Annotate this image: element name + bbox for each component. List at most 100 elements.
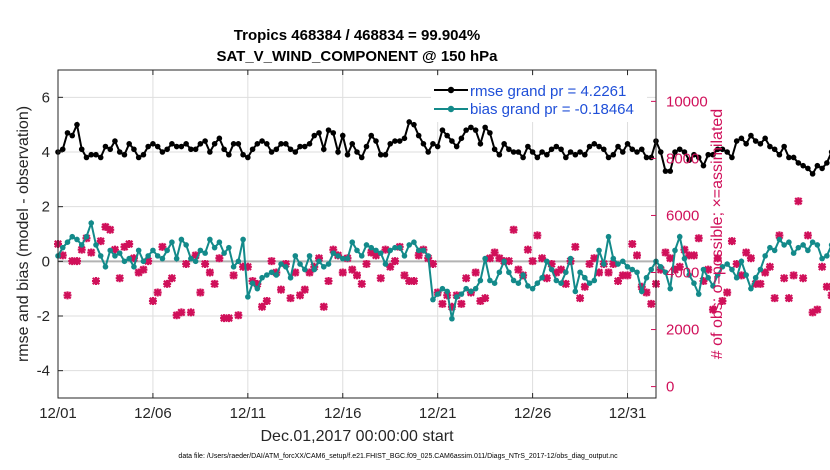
bias-point (169, 239, 175, 245)
bias-point (586, 280, 593, 287)
obs-marker (182, 259, 191, 268)
obs-marker (68, 257, 77, 266)
rmse-point (638, 146, 645, 153)
bias-point (131, 264, 137, 270)
rmse-point (705, 151, 712, 158)
rmse-point (74, 121, 80, 128)
rmse-point (373, 138, 379, 144)
rmse-point (140, 151, 147, 158)
obs-marker (718, 297, 727, 306)
rmse-point (354, 149, 360, 155)
bias-point (762, 253, 768, 259)
y-right-tick-label: 2000 (666, 322, 699, 339)
bias-point (615, 261, 621, 267)
legend-rmse-label: rmse grand pr = 4.2261 (470, 83, 626, 100)
bias-point (662, 269, 669, 276)
bias-point (809, 239, 816, 245)
bias-point (192, 258, 199, 265)
rmse-point (553, 143, 560, 150)
rmse-point (672, 149, 678, 155)
bias-point (453, 294, 460, 300)
y-axis-ticks: -4 -2 0 2 4 6 (37, 89, 63, 380)
obs-marker (329, 245, 338, 254)
bias-point (600, 261, 607, 267)
rmse-point (619, 149, 626, 155)
bias-point (93, 242, 99, 248)
rmse-point (525, 143, 531, 150)
obs-marker (618, 271, 627, 280)
bias-point (458, 291, 465, 297)
obs-marker (590, 254, 599, 263)
obs-marker (386, 262, 395, 271)
rmse-point (686, 157, 693, 163)
bias-point (88, 220, 95, 226)
bias-point (563, 269, 569, 276)
obs-marker (642, 288, 651, 297)
rmse-point (767, 143, 773, 150)
obs-marker (438, 299, 447, 308)
rmse-point (657, 149, 664, 155)
rmse-point (292, 149, 299, 155)
obs-marker (471, 268, 480, 277)
rmse-point (449, 138, 455, 144)
rmse-point (97, 154, 104, 161)
rmse-point (558, 146, 564, 153)
bias-point (819, 255, 825, 262)
obs-marker (533, 231, 542, 240)
obs-marker (476, 297, 485, 306)
rmse-point (434, 143, 441, 150)
obs-marker (115, 274, 124, 283)
obs-marker (139, 265, 148, 274)
rmse-point (733, 138, 740, 144)
rmse-point (781, 143, 787, 150)
bias-point (501, 258, 507, 265)
bias-point (121, 258, 128, 265)
rmse-point (249, 146, 256, 153)
rmse-point (316, 130, 322, 136)
obs-marker (647, 299, 656, 308)
obs-marker (751, 279, 760, 288)
rmse-point (116, 149, 123, 155)
bias-point (358, 253, 365, 259)
bias-point (643, 274, 650, 281)
chart-subtitle: SAT_V_WIND_COMPONENT @ 150 hPa (216, 48, 498, 65)
obs-marker (542, 274, 551, 283)
rmse-point (78, 146, 85, 153)
y-right-tick-label: 6000 (666, 207, 699, 224)
obs-marker (523, 245, 532, 254)
bias-point (188, 255, 194, 262)
bias-point (287, 274, 294, 281)
obs-marker (609, 259, 618, 268)
obs-marker (794, 197, 803, 206)
bias-point (339, 255, 346, 262)
bias-point (638, 288, 645, 295)
rmse-point (235, 141, 242, 147)
rmse-point (605, 154, 612, 161)
rmse-point (320, 146, 327, 153)
legend: rmse grand pr = 4.2261 bias grand pr = -… (431, 76, 647, 122)
obs-marker (258, 302, 267, 311)
obs-marker (167, 274, 176, 283)
rmse-point (387, 141, 394, 147)
obs-marker (528, 257, 537, 266)
obs-marker (153, 288, 162, 297)
obs-marker (125, 239, 134, 248)
rmse-point (491, 146, 498, 153)
bias-point (548, 266, 555, 273)
bias-point (183, 242, 189, 248)
rmse-point (529, 149, 536, 155)
bias-point (325, 261, 332, 267)
bias-point (752, 274, 759, 281)
bias-series (55, 219, 830, 322)
bias-point (387, 247, 394, 254)
rmse-point (164, 146, 170, 153)
rmse-point (230, 141, 237, 147)
bias-point (311, 266, 318, 273)
obs-marker (457, 299, 466, 308)
obs-marker (400, 271, 409, 280)
rmse-point (131, 146, 137, 153)
obs-marker (291, 268, 300, 277)
obs-marker (614, 277, 623, 286)
bias-point (444, 288, 450, 295)
rmse-point (202, 138, 208, 144)
